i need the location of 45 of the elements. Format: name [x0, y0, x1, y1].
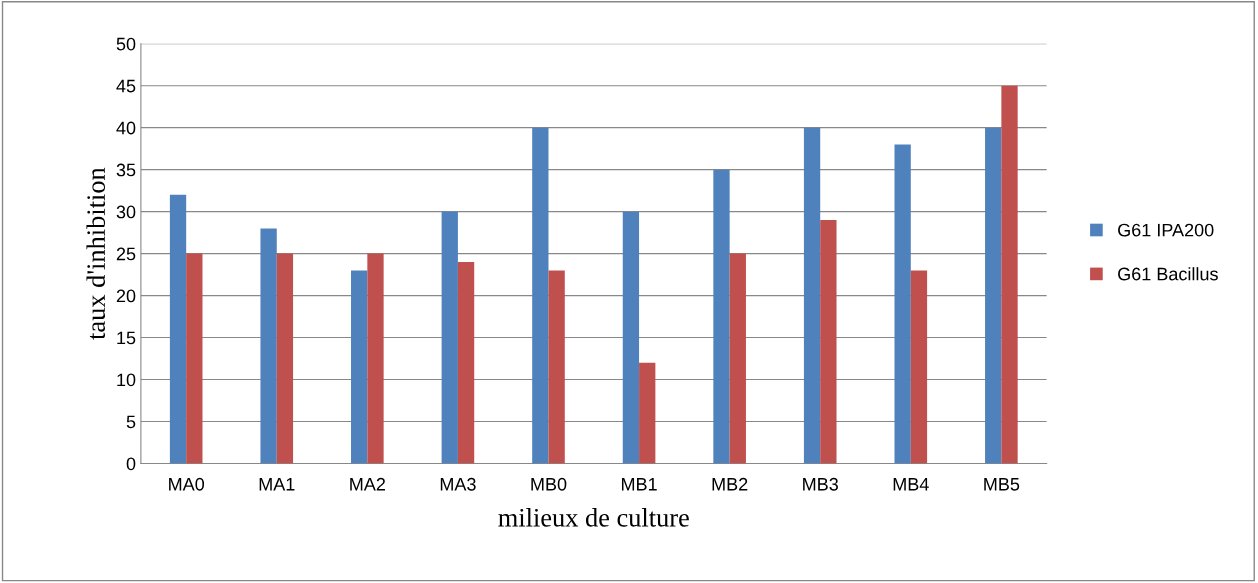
bar	[729, 253, 746, 464]
bar	[622, 211, 640, 464]
y-tick-label: 5	[126, 415, 136, 429]
bar	[639, 362, 656, 464]
x-tick-label: MB0	[531, 477, 567, 491]
bar	[169, 194, 187, 464]
bar	[186, 253, 203, 464]
x-tick-label: MA3	[440, 477, 476, 491]
y-tick-label: 30	[116, 205, 136, 219]
bar	[820, 220, 837, 464]
x-tick-label: MA2	[350, 477, 385, 491]
legend-label: G61 IPA200	[1118, 223, 1214, 237]
bar	[367, 253, 384, 464]
bar	[713, 169, 730, 464]
bar	[803, 127, 821, 464]
bar	[457, 262, 475, 464]
x-tick-label: MB5	[984, 478, 1020, 491]
x-tick-label: MA0	[169, 477, 205, 491]
bar	[548, 270, 565, 464]
x-tick-label: MB3	[803, 477, 838, 491]
bar	[260, 228, 277, 464]
x-tick-label: MB4	[893, 478, 929, 491]
bar	[532, 127, 549, 464]
bar	[1001, 85, 1018, 464]
legend-label: G61 Bacillus	[1118, 267, 1218, 281]
bar	[985, 127, 1002, 464]
y-tick-label: 10	[117, 373, 136, 387]
y-tick-label: 35	[116, 163, 136, 177]
x-tick-label: MB1	[621, 478, 657, 491]
bar	[351, 270, 368, 464]
y-tick-label: 40	[116, 121, 136, 135]
bar	[441, 211, 458, 464]
y-tick-label: 20	[116, 289, 136, 303]
y-tick-label: 50	[116, 37, 136, 51]
x-tick-label: MB2	[712, 477, 748, 491]
bar	[894, 144, 911, 464]
x-tick-label: MA1	[259, 478, 295, 491]
y-tick-label: 25	[116, 247, 136, 261]
y-axis-title: taux d'inhibition	[86, 167, 106, 340]
y-tick-label: 45	[116, 79, 136, 93]
y-tick-label: 15	[117, 331, 136, 345]
bar	[910, 270, 928, 464]
x-axis-title: milieux de culture	[498, 508, 689, 527]
y-tick-label: 0	[126, 457, 136, 471]
bar	[276, 253, 294, 464]
